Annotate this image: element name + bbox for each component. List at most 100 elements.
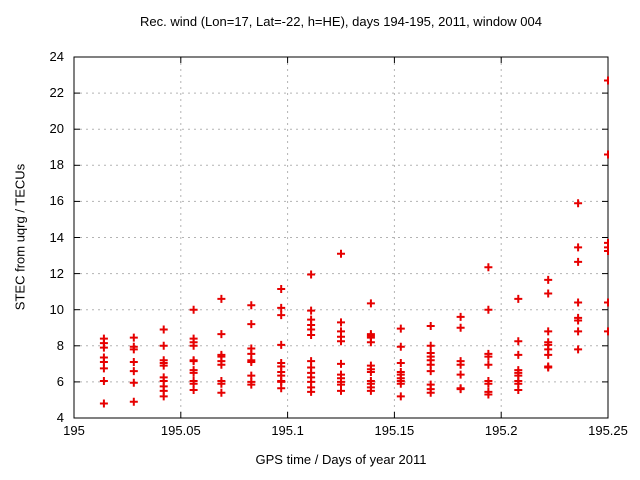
x-tick-label: 195.1 [271,423,304,438]
y-tick-label: 6 [56,373,64,389]
data-point-marker [189,357,198,366]
data-point-marker [396,324,405,333]
data-point-marker [307,387,316,396]
data-point-marker [99,343,108,352]
data-point-marker [307,270,316,279]
data-point-marker [247,301,256,310]
data-point-marker [129,367,138,376]
data-point-marker [99,399,108,408]
data-point-marker [604,298,609,307]
data-point-marker [484,379,493,388]
data-points [99,76,609,408]
data-point-marker [544,350,553,359]
data-point-marker [366,386,375,395]
data-point-marker [366,367,375,376]
data-point-marker [337,359,345,368]
data-point-marker [396,392,405,401]
data-point-marker [484,352,493,361]
data-point-marker [456,360,465,369]
data-point-marker [396,358,405,367]
x-tick-label: 195.2 [484,423,518,438]
data-point-marker [159,341,168,350]
data-point-marker [217,388,226,397]
y-tick-label: 20 [49,121,64,137]
data-point-marker [544,363,553,372]
data-point-marker [426,341,435,350]
x-tick-label: 195.05 [160,423,201,438]
chart-title: Rec. wind (Lon=17, Lat=-22, h=HE), days … [140,14,542,29]
data-point-marker [129,345,138,354]
data-point-marker [129,333,138,342]
data-point-marker [604,247,609,256]
data-point-marker [544,327,553,336]
x-tick-label: 195.15 [374,423,415,438]
data-point-marker [189,341,198,350]
data-point-marker [277,340,286,349]
data-point-marker [129,358,138,367]
data-point-marker [456,323,465,332]
data-point-marker [574,199,583,208]
data-point-marker [456,312,465,321]
data-point-marker [426,388,435,397]
data-point-marker [484,360,493,369]
data-point-marker [277,284,286,293]
data-point-marker [574,327,583,336]
data-point-marker [514,386,523,395]
y-tick-label: 18 [49,157,64,173]
data-point-marker [189,305,198,314]
data-point-marker [277,311,286,320]
data-point-marker [544,289,553,298]
data-point-marker [604,150,609,159]
data-point-marker [247,320,256,329]
y-tick-label: 10 [49,301,64,317]
data-point-marker [247,358,256,367]
data-point-marker [574,257,583,266]
data-point-marker [159,392,168,401]
data-point-marker [366,338,375,347]
data-point-marker [574,345,583,354]
data-point-marker [307,306,316,315]
data-point-marker [99,376,108,385]
y-tick-label: 16 [49,193,64,209]
data-point-marker [337,386,345,395]
data-point-marker [337,318,345,327]
data-point-marker [426,367,435,376]
data-point-marker [514,294,523,303]
data-point-marker [484,390,493,399]
data-point-marker [574,298,583,307]
x-tick-label: 195.25 [588,423,628,438]
data-point-marker [514,350,523,359]
data-point-marker [484,305,493,314]
data-point-marker [514,337,523,346]
data-point-marker [277,384,286,393]
data-point-marker [129,397,138,406]
y-tick-label: 24 [49,49,64,64]
x-axis-label: GPS time / Days of year 2011 [255,452,427,467]
plot-border [73,56,609,419]
data-point-marker [574,243,583,252]
data-point-marker [604,76,609,85]
data-point-marker [129,378,138,387]
data-point-marker [189,386,198,395]
data-point-marker [396,342,405,351]
y-tick-label: 8 [56,337,64,353]
data-point-marker [426,321,435,330]
data-point-marker [247,380,256,389]
data-point-marker [217,360,226,369]
data-point-marker [456,370,465,379]
data-point-marker [456,385,465,394]
data-point-marker [217,379,226,388]
data-point-marker [189,368,198,377]
data-point-marker [574,316,583,325]
y-tick-label: 14 [49,229,64,245]
data-point-marker [277,303,286,312]
data-point-marker [159,325,168,334]
data-point-marker [159,361,168,370]
y-tick-label: 4 [56,410,64,425]
x-tick-label: 195 [63,423,85,438]
data-point-marker [99,364,108,373]
data-point-marker [544,275,553,284]
data-point-marker [484,263,493,272]
data-point-marker [337,249,345,258]
